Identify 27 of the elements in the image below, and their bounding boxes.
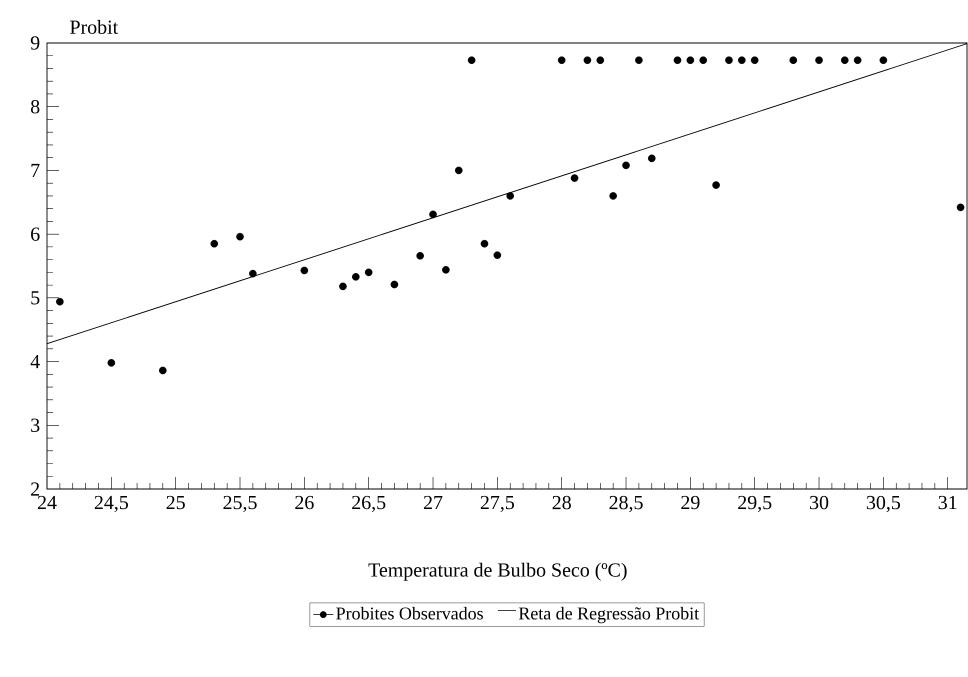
y-tick-label: 7: [32, 164, 40, 177]
x-tick-label: 26: [295, 496, 314, 510]
x-tick-label: 27: [424, 496, 442, 510]
x-tick-label: 28: [552, 496, 571, 510]
x-tick-label: 25,5: [223, 496, 257, 512]
x-tick-label: 24: [38, 496, 57, 510]
x-tick-label: 26,5: [352, 496, 386, 512]
x-tick-label: 28,5: [609, 496, 643, 512]
x-tick-label: 30: [810, 496, 828, 510]
x-tick-label: 25: [166, 496, 185, 510]
x-tick-label: 30,5: [866, 496, 900, 512]
y-tick-label: 3: [31, 418, 40, 432]
y-tick-label: 2: [31, 482, 40, 496]
y-tick-label: 9: [30, 36, 40, 50]
x-tick-label: 27,5: [480, 496, 514, 512]
x-axis-title: Temperatura de Bulbo Seco (ºC): [368, 562, 627, 581]
y-axis-title: Probit: [70, 20, 118, 34]
y-tick-label: 4: [30, 355, 40, 368]
x-tick-label: 24,5: [94, 496, 128, 512]
y-tick-label: 6: [31, 227, 40, 241]
legend-label: Reta de Regressão Probit: [518, 606, 700, 624]
x-tick-label: 29: [681, 496, 700, 510]
x-tick-label: 29,5: [738, 496, 772, 512]
y-tick-label: 8: [30, 100, 40, 114]
x-tick-label: 31: [938, 496, 956, 510]
y-tick-label: 5: [31, 291, 40, 304]
legend-label: Probites Observados: [336, 606, 483, 620]
